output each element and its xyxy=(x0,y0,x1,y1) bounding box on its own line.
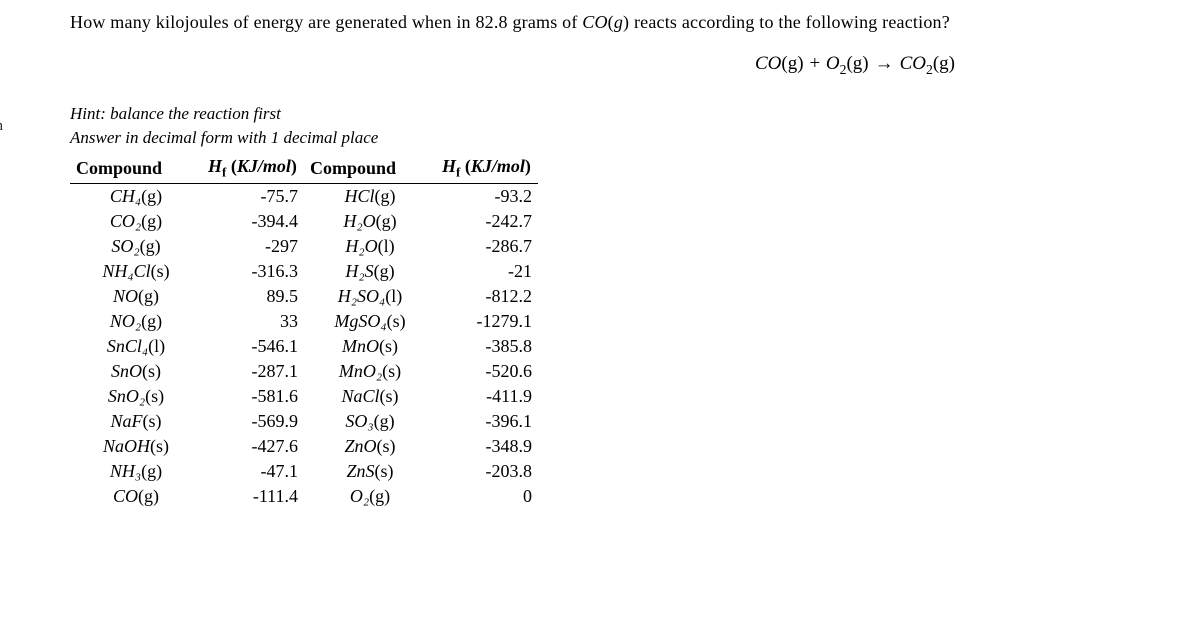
table-row: SnO(s)-287.1MnO₂(s)-520.6 xyxy=(70,359,538,384)
table-row: CO₂(g)-394.4H₂O(g)-242.7 xyxy=(70,209,538,234)
value-cell: -111.4 xyxy=(202,484,304,509)
compound-cell: SnO(s) xyxy=(70,359,202,384)
value-cell: -286.7 xyxy=(436,234,538,259)
compound-cell: NaOH(s) xyxy=(70,434,202,459)
compound-cell: NH₃(g) xyxy=(70,459,202,484)
value-cell: -203.8 xyxy=(436,459,538,484)
value-cell: -396.1 xyxy=(436,409,538,434)
value-cell: -1279.1 xyxy=(436,309,538,334)
compound-cell: H₂O(l) xyxy=(304,234,436,259)
compound-cell: SO₃(g) xyxy=(304,409,436,434)
compound-cell: ZnS(s) xyxy=(304,459,436,484)
header-compound-2: Compound xyxy=(304,154,436,183)
value-cell: -348.9 xyxy=(436,434,538,459)
compound-cell: NH₄Cl(s) xyxy=(70,259,202,284)
table-row: NH₃(g)-47.1ZnS(s)-203.8 xyxy=(70,459,538,484)
table-row: NaF(s)-569.9SO₃(g)-396.1 xyxy=(70,409,538,434)
compound-cell: CO₂(g) xyxy=(70,209,202,234)
compound-cell: HCl(g) xyxy=(304,183,436,209)
table-header-row: Compound Hf (KJ/mol) Compound Hf (KJ/mol… xyxy=(70,154,538,183)
compound-cell: MnO(s) xyxy=(304,334,436,359)
table-row: CH₄(g)-75.7HCl(g)-93.2 xyxy=(70,183,538,209)
value-cell: 33 xyxy=(202,309,304,334)
value-cell: -394.4 xyxy=(202,209,304,234)
value-cell: -287.1 xyxy=(202,359,304,384)
table-row: NH₄Cl(s)-316.3H₂S(g)-21 xyxy=(70,259,538,284)
value-cell: -812.2 xyxy=(436,284,538,309)
compound-cell: NaCl(s) xyxy=(304,384,436,409)
compound-cell: MnO₂(s) xyxy=(304,359,436,384)
value-cell: -385.8 xyxy=(436,334,538,359)
compound-cell: H₂O(g) xyxy=(304,209,436,234)
value-cell: 89.5 xyxy=(202,284,304,309)
compound-cell: O₂(g) xyxy=(304,484,436,509)
value-cell: -581.6 xyxy=(202,384,304,409)
compound-cell: H₂SO₄(l) xyxy=(304,284,436,309)
table-row: NO(g)89.5H₂SO₄(l)-812.2 xyxy=(70,284,538,309)
compound-cell: H₂S(g) xyxy=(304,259,436,284)
compound-cell: SO₂(g) xyxy=(70,234,202,259)
answer-instruction: Answer in decimal form with 1 decimal pl… xyxy=(70,128,1200,148)
compound-cell: MgSO₄(s) xyxy=(304,309,436,334)
side-label: on xyxy=(0,118,3,135)
hint-text: Hint: balance the reaction first xyxy=(70,104,1200,124)
table-row: CO(g)-111.4O₂(g)0 xyxy=(70,484,538,509)
value-cell: 0 xyxy=(436,484,538,509)
value-cell: -75.7 xyxy=(202,183,304,209)
compound-cell: SnO₂(s) xyxy=(70,384,202,409)
value-cell: -520.6 xyxy=(436,359,538,384)
header-hf-1: Hf (KJ/mol) xyxy=(202,154,304,183)
value-cell: -569.9 xyxy=(202,409,304,434)
table-body: CH₄(g)-75.7HCl(g)-93.2CO₂(g)-394.4H₂O(g)… xyxy=(70,183,538,509)
value-cell: -316.3 xyxy=(202,259,304,284)
value-cell: -546.1 xyxy=(202,334,304,359)
reaction-equation: CO(g) + O2(g)→CO2(g) xyxy=(70,53,1200,78)
enthalpy-table: Compound Hf (KJ/mol) Compound Hf (KJ/mol… xyxy=(70,154,538,509)
compound-cell: NO(g) xyxy=(70,284,202,309)
value-cell: -93.2 xyxy=(436,183,538,209)
table-row: SO₂(g)-297H₂O(l)-286.7 xyxy=(70,234,538,259)
value-cell: -411.9 xyxy=(436,384,538,409)
compound-cell: SnCl₄(l) xyxy=(70,334,202,359)
value-cell: -47.1 xyxy=(202,459,304,484)
header-hf-2: Hf (KJ/mol) xyxy=(436,154,538,183)
table-row: SnCl₄(l)-546.1MnO(s)-385.8 xyxy=(70,334,538,359)
table-row: NaOH(s)-427.6ZnO(s)-348.9 xyxy=(70,434,538,459)
compound-cell: CH₄(g) xyxy=(70,183,202,209)
question-text: How many kilojoules of energy are genera… xyxy=(70,10,1200,35)
table-row: NO₂(g)33MgSO₄(s)-1279.1 xyxy=(70,309,538,334)
compound-cell: ZnO(s) xyxy=(304,434,436,459)
value-cell: -297 xyxy=(202,234,304,259)
value-cell: -242.7 xyxy=(436,209,538,234)
value-cell: -21 xyxy=(436,259,538,284)
value-cell: -427.6 xyxy=(202,434,304,459)
table-row: SnO₂(s)-581.6NaCl(s)-411.9 xyxy=(70,384,538,409)
compound-cell: NaF(s) xyxy=(70,409,202,434)
compound-cell: NO₂(g) xyxy=(70,309,202,334)
header-compound-1: Compound xyxy=(70,154,202,183)
compound-cell: CO(g) xyxy=(70,484,202,509)
